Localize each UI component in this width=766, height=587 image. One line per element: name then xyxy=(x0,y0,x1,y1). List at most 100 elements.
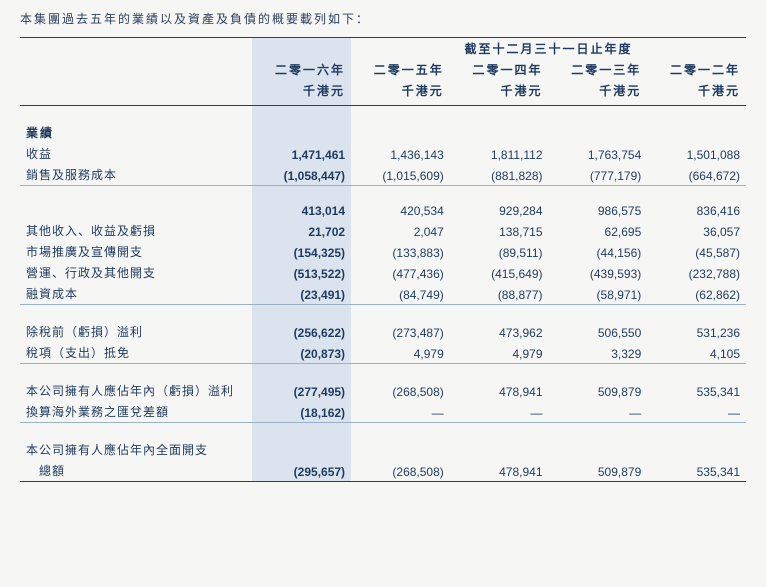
cell-value: (439,593) xyxy=(549,262,648,283)
col-year-2014: 二零一四年 xyxy=(450,59,549,80)
cell-label: 銷售及服務成本 xyxy=(20,164,252,186)
cell-label: 換算海外業務之匯兌差額 xyxy=(20,401,252,423)
cell-value: (277,495) xyxy=(252,380,351,401)
cell-value: 1,471,461 xyxy=(252,143,351,164)
cell-label: 除稅前（虧損）溢利 xyxy=(20,321,252,342)
cell-value: — xyxy=(351,401,450,423)
cell-value: (62,862) xyxy=(647,283,746,305)
row-other-income: 其他收入、收益及虧損 21,702 2,047 138,715 62,695 3… xyxy=(20,220,746,241)
cell-value: — xyxy=(647,401,746,423)
col-unit: 千港元 xyxy=(351,80,450,106)
cell-value: 478,941 xyxy=(450,460,549,482)
intro-text: 本集團過去五年的業績以及資產及負債的概要載列如下： xyxy=(20,10,746,27)
row-attributable: 本公司擁有人應佔年內（虧損）溢利 (277,495) (268,508) 478… xyxy=(20,380,746,401)
cell-label: 稅項（支出）抵免 xyxy=(20,342,252,364)
cell-value: 535,341 xyxy=(647,460,746,482)
cell-value: (268,508) xyxy=(351,460,450,482)
cell-value: 1,436,143 xyxy=(351,143,450,164)
row-total-amount: 總額 (295,657) (268,508) 478,941 509,879 5… xyxy=(20,460,746,482)
cell-value: (88,877) xyxy=(450,283,549,305)
cell-value: (415,649) xyxy=(450,262,549,283)
cell-value: 1,501,088 xyxy=(647,143,746,164)
cell-value: 4,105 xyxy=(647,342,746,364)
cell-value: 1,763,754 xyxy=(549,143,648,164)
cell-value: 138,715 xyxy=(450,220,549,241)
cell-label: 收益 xyxy=(20,143,252,164)
cell-value: 413,014 xyxy=(252,202,351,220)
cell-value: 509,879 xyxy=(549,380,648,401)
cell-label: 本公司擁有人應佔年內全面開支 xyxy=(20,439,252,460)
cell-value: (232,788) xyxy=(647,262,746,283)
col-year-2012: 二零一二年 xyxy=(647,59,746,80)
cell-value: — xyxy=(450,401,549,423)
section-performance: 業績 xyxy=(20,122,252,143)
row-gross: 413,014 420,534 929,284 986,575 836,416 xyxy=(20,202,746,220)
cell-value: (1,058,447) xyxy=(252,164,351,186)
row-cogs: 銷售及服務成本 (1,058,447) (1,015,609) (881,828… xyxy=(20,164,746,186)
cell-value: (18,162) xyxy=(252,401,351,423)
cell-value: 62,695 xyxy=(549,220,648,241)
cell-value: (23,491) xyxy=(252,283,351,305)
row-fx: 換算海外業務之匯兌差額 (18,162) — — — — xyxy=(20,401,746,423)
cell-value: 21,702 xyxy=(252,220,351,241)
header-span: 截至十二月三十一日止年度 xyxy=(351,38,746,60)
cell-label: 融資成本 xyxy=(20,283,252,305)
row-revenue: 收益 1,471,461 1,436,143 1,811,112 1,763,7… xyxy=(20,143,746,164)
cell-value: (477,436) xyxy=(351,262,450,283)
cell-label: 市場推廣及宣傳開支 xyxy=(20,241,252,262)
cell-value: (58,971) xyxy=(549,283,648,305)
cell-value: 4,979 xyxy=(450,342,549,364)
col-unit: 千港元 xyxy=(450,80,549,106)
financial-summary-table: 截至十二月三十一日止年度 二零一六年 二零一五年 二零一四年 二零一三年 二零一… xyxy=(20,37,746,482)
col-year-2013: 二零一三年 xyxy=(549,59,648,80)
cell-value: 3,329 xyxy=(549,342,648,364)
cell-value: (268,508) xyxy=(351,380,450,401)
cell-label: 總額 xyxy=(20,460,252,482)
cell-value: 1,811,112 xyxy=(450,143,549,164)
cell-value: 836,416 xyxy=(647,202,746,220)
cell-value: (45,587) xyxy=(647,241,746,262)
row-marketing: 市場推廣及宣傳開支 (154,325) (133,883) (89,511) (… xyxy=(20,241,746,262)
cell-value: (664,672) xyxy=(647,164,746,186)
row-profit-before-tax: 除稅前（虧損）溢利 (256,622) (273,487) 473,962 50… xyxy=(20,321,746,342)
cell-value: 986,575 xyxy=(549,202,648,220)
row-admin: 營運、行政及其他開支 (513,522) (477,436) (415,649)… xyxy=(20,262,746,283)
cell-value: 36,057 xyxy=(647,220,746,241)
cell-value: (256,622) xyxy=(252,321,351,342)
col-unit: 千港元 xyxy=(252,80,351,106)
cell-value: (273,487) xyxy=(351,321,450,342)
cell-value: (1,015,609) xyxy=(351,164,450,186)
col-year-2015: 二零一五年 xyxy=(351,59,450,80)
cell-value: 929,284 xyxy=(450,202,549,220)
row-tax: 稅項（支出）抵免 (20,873) 4,979 4,979 3,329 4,10… xyxy=(20,342,746,364)
col-unit: 千港元 xyxy=(549,80,648,106)
cell-value: (44,156) xyxy=(549,241,648,262)
cell-value: (777,179) xyxy=(549,164,648,186)
cell-value: 535,341 xyxy=(647,380,746,401)
col-year-2016: 二零一六年 xyxy=(252,59,351,80)
cell-value: (20,873) xyxy=(252,342,351,364)
cell-label: 本公司擁有人應佔年內（虧損）溢利 xyxy=(20,380,252,401)
cell-value: 478,941 xyxy=(450,380,549,401)
cell-value: 531,236 xyxy=(647,321,746,342)
cell-value: (84,749) xyxy=(351,283,450,305)
cell-value: 420,534 xyxy=(351,202,450,220)
cell-value: 509,879 xyxy=(549,460,648,482)
cell-value: 506,550 xyxy=(549,321,648,342)
cell-value: (881,828) xyxy=(450,164,549,186)
cell-label: 營運、行政及其他開支 xyxy=(20,262,252,283)
cell-value: (154,325) xyxy=(252,241,351,262)
row-total-label: 本公司擁有人應佔年內全面開支 xyxy=(20,439,746,460)
cell-label: 其他收入、收益及虧損 xyxy=(20,220,252,241)
cell-value: 2,047 xyxy=(351,220,450,241)
cell-label xyxy=(20,202,252,220)
col-unit: 千港元 xyxy=(647,80,746,106)
cell-value: 4,979 xyxy=(351,342,450,364)
cell-value: (295,657) xyxy=(252,460,351,482)
cell-value: (513,522) xyxy=(252,262,351,283)
cell-value: 473,962 xyxy=(450,321,549,342)
row-finance-cost: 融資成本 (23,491) (84,749) (88,877) (58,971)… xyxy=(20,283,746,305)
cell-value: (89,511) xyxy=(450,241,549,262)
cell-value: — xyxy=(549,401,648,423)
cell-value: (133,883) xyxy=(351,241,450,262)
